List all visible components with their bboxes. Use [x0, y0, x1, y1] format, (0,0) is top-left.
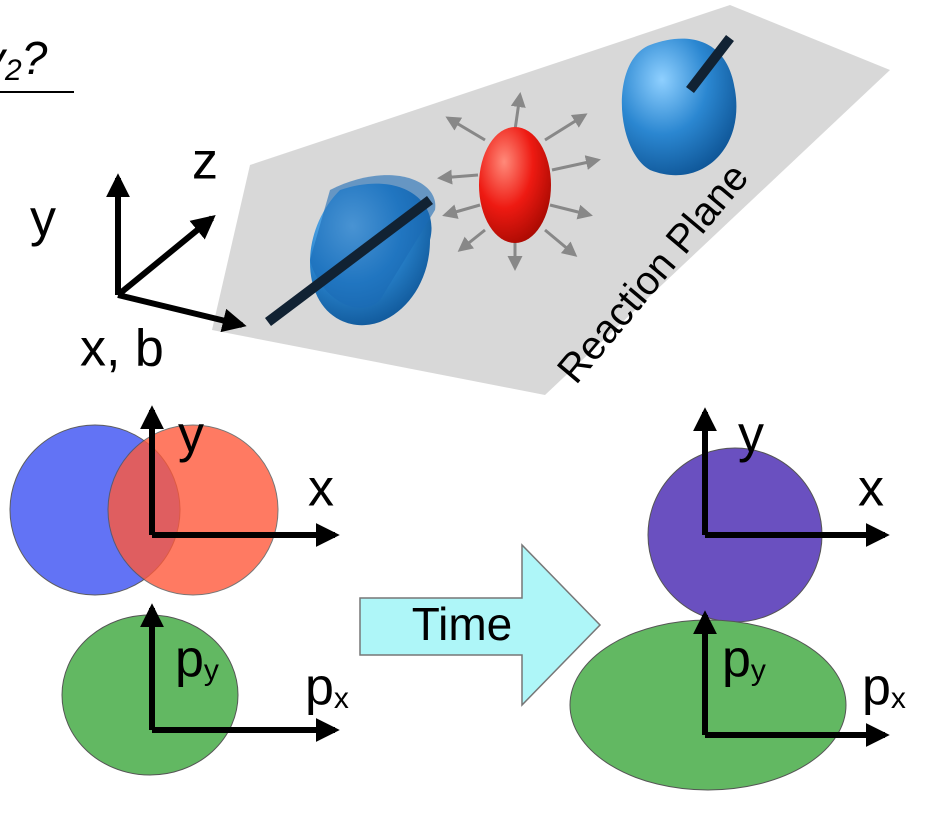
axis-label: px	[305, 658, 349, 716]
axis-label: x, b	[80, 320, 164, 378]
time-label: Time	[412, 598, 513, 650]
axis-label: px	[862, 658, 906, 716]
axis-label: x	[858, 460, 884, 518]
fireball	[479, 127, 551, 243]
reaction-plane	[212, 5, 890, 395]
diagram: v2? Reaction Plane z y x, b y x py px Ti…	[0, 0, 936, 814]
axis-label: x	[308, 460, 334, 518]
axis-label: y	[30, 190, 56, 248]
page: v2? Reaction Plane z y x, b y x py px Ti…	[0, 0, 936, 814]
axis-label: y	[738, 406, 764, 464]
axis-label: z	[192, 133, 218, 191]
title: v2?	[0, 32, 48, 87]
axis-z	[118, 218, 212, 295]
axis-label: y	[178, 406, 204, 464]
